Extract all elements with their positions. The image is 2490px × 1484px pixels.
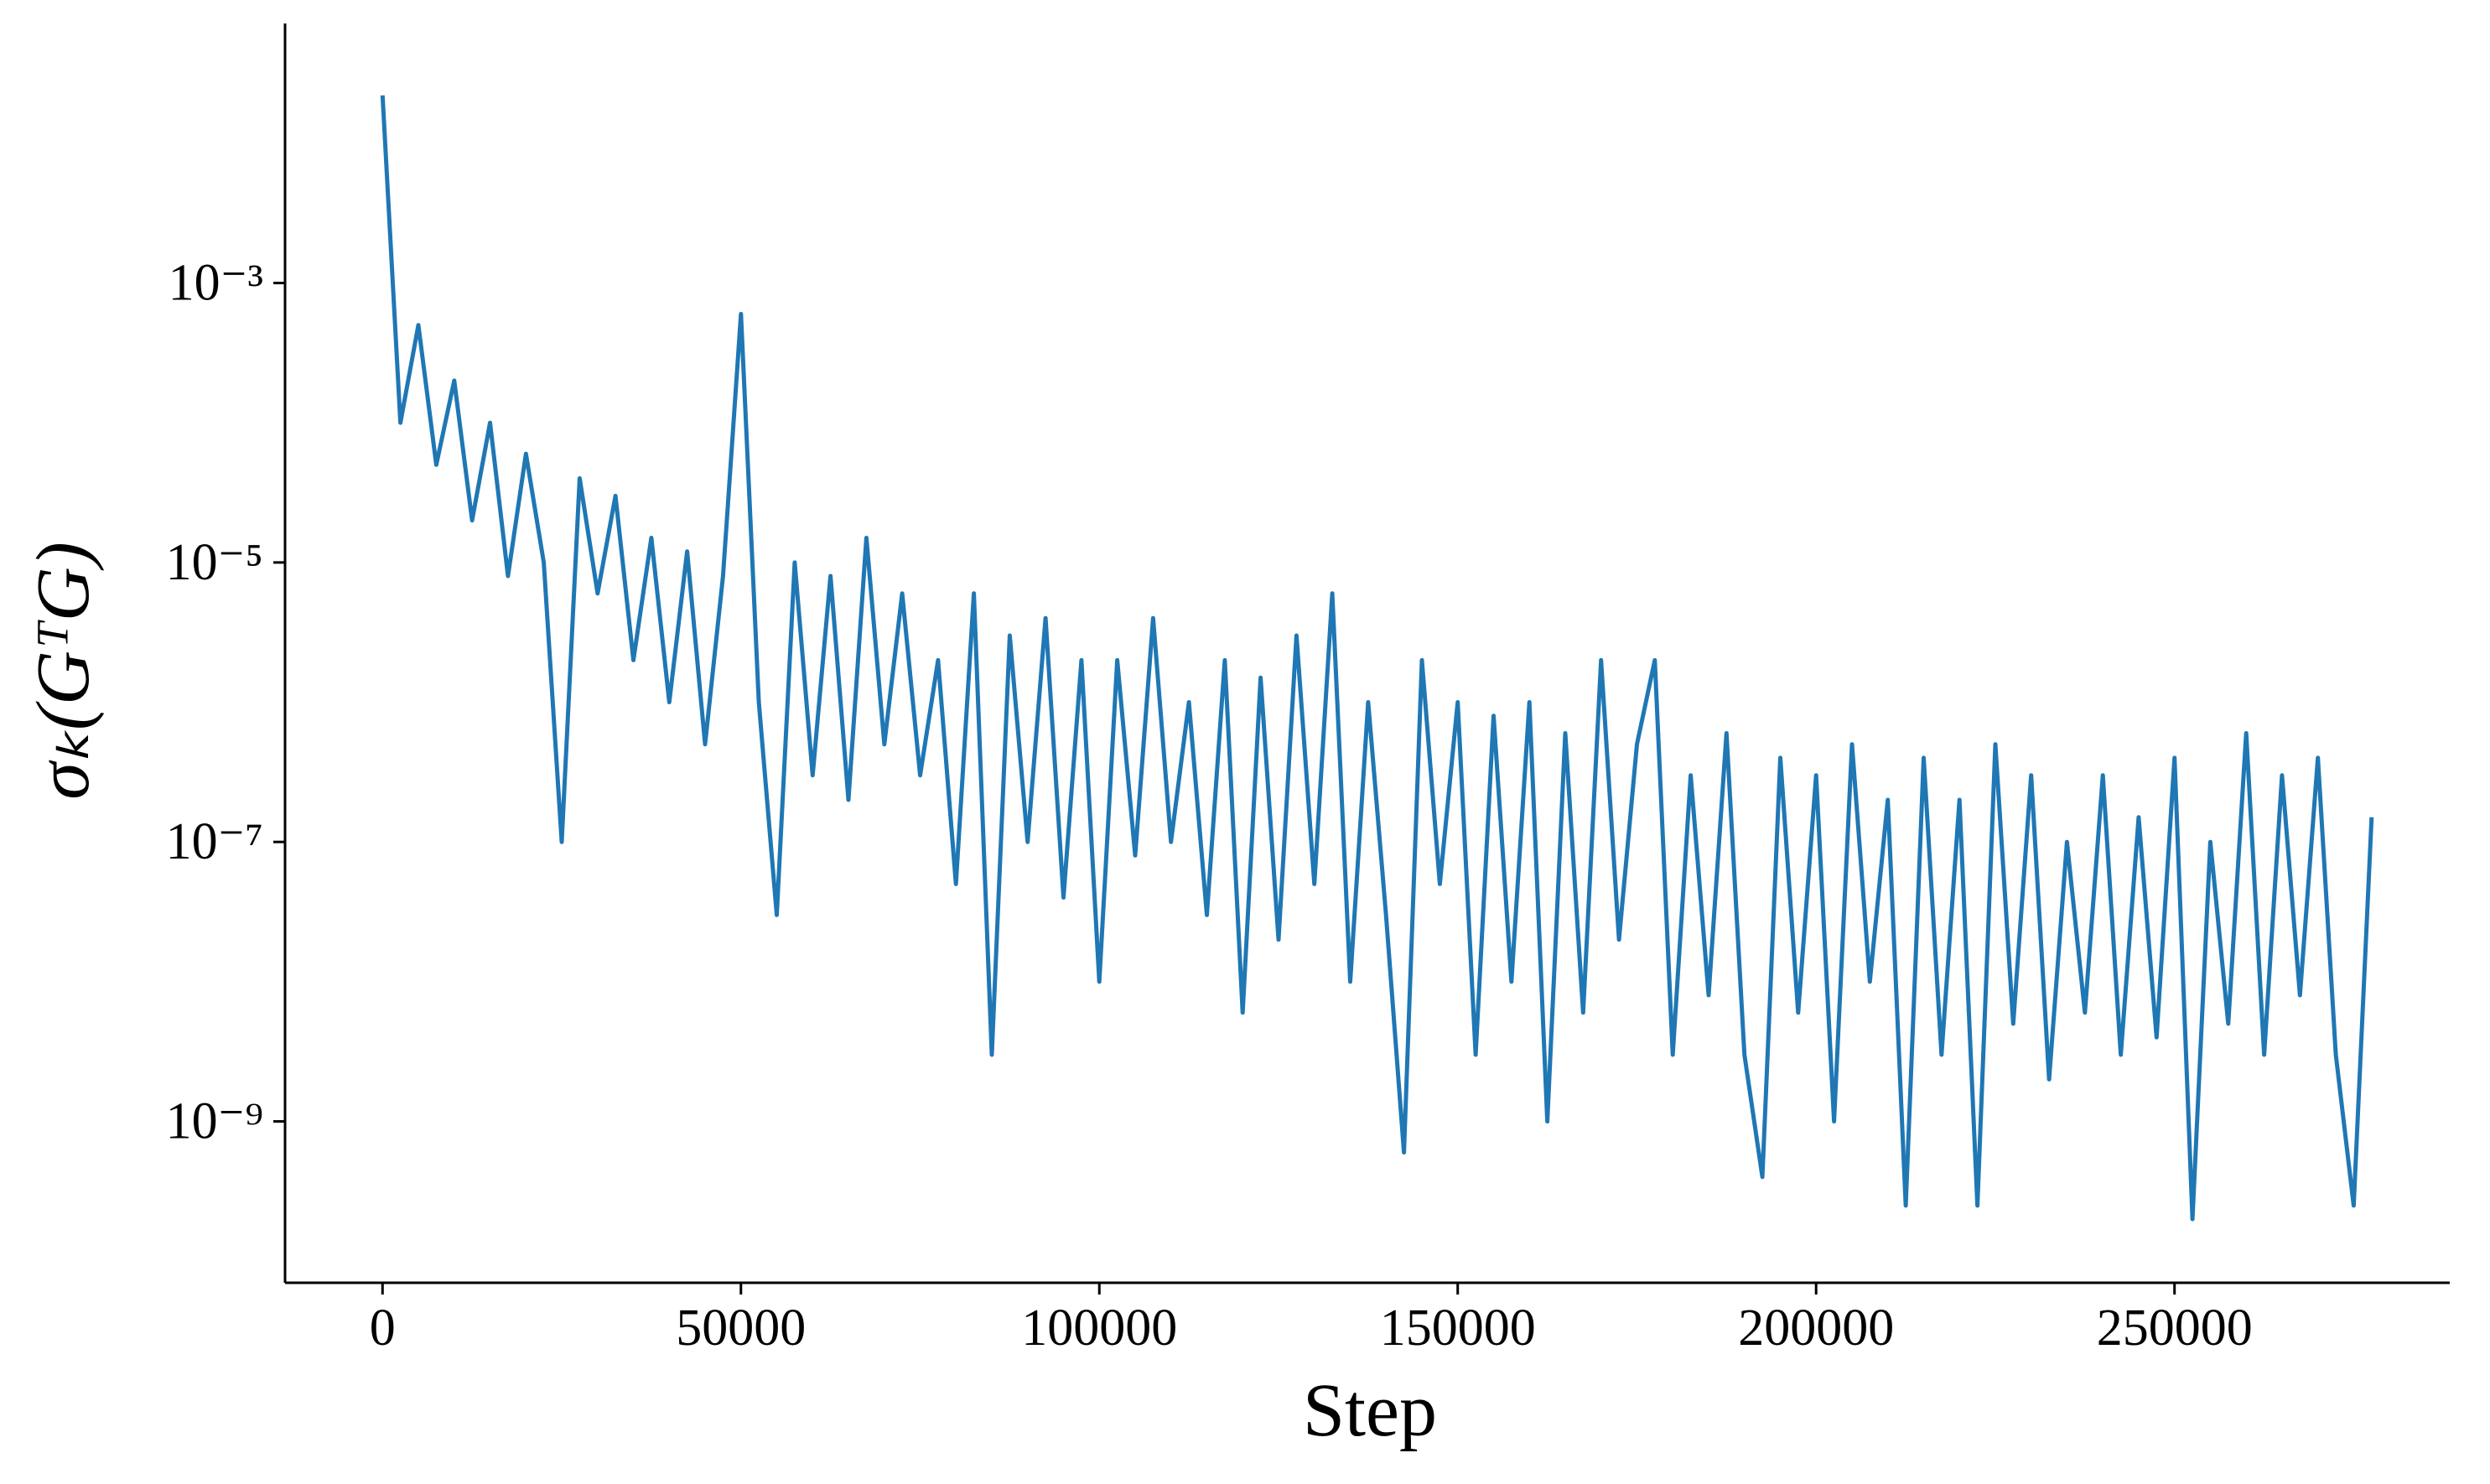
y-tick-label: 10⁻⁹	[166, 1093, 263, 1150]
x-tick-label: 150000	[1380, 1300, 1536, 1357]
y-tick-label: 10⁻⁵	[166, 534, 263, 591]
x-tick-label: 0	[370, 1300, 396, 1357]
y-axis-label: σₖ(GᵀG)	[22, 542, 105, 799]
y-tick-label: 10⁻³	[169, 255, 263, 312]
x-tick-label: 200000	[1738, 1300, 1894, 1357]
x-tick-label: 50000	[676, 1300, 806, 1357]
x-tick-label: 100000	[1021, 1300, 1177, 1357]
y-tick-label: 10⁻⁷	[166, 813, 263, 870]
x-axis-label: Step	[1303, 1369, 1437, 1452]
x-tick-label: 250000	[2097, 1300, 2253, 1357]
data-line	[380, 95, 2374, 1222]
